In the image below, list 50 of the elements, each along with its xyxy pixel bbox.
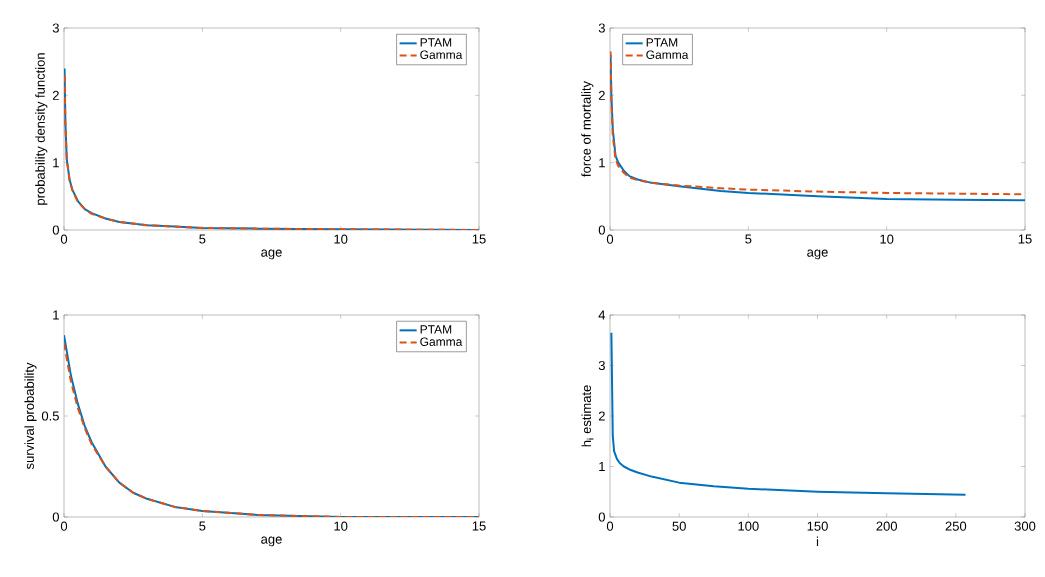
y-axis-title: h$_{i}$ estimate [581,385,594,447]
y-axis-title: survival probability [24,362,37,470]
x-tick-label: 300 [1014,521,1036,531]
y-tick-label: 1 [599,158,605,168]
legend-label: Gamma [646,50,689,59]
x-axis-title: age [807,249,828,260]
x-tick-label: 10 [880,234,894,244]
x-axis-title: age [261,249,282,260]
x-tick-label: 5 [745,234,752,244]
y-tick-label: 2 [52,90,59,100]
x-tick-label: 0 [60,521,68,531]
y-axis-title: probability density function [35,53,48,205]
x-tick-label: 10 [334,521,348,531]
x-tick-label: 0 [606,234,614,244]
x-tick-label: 15 [472,521,486,531]
y-tick-label: 0 [52,512,59,522]
x-tick-label: 15 [472,234,486,244]
x-tick-label: 100 [738,521,759,531]
legend-label: PTAM [420,325,452,334]
x-tick-label: 0 [606,521,614,531]
line-series [610,331,967,496]
x-tick-label: 10 [334,234,348,244]
x-tick-label: 50 [672,521,686,531]
legend-label: PTAM [646,38,678,47]
y-tick-label: 0 [598,512,605,522]
y-tick-label: 4 [598,310,606,320]
x-tick-label: 5 [199,521,206,531]
x-tick-label: 150 [807,521,828,531]
x-tick-label: 200 [876,521,898,531]
y-axis-title: force of mortality [581,80,594,177]
legend-label: Gamma [420,337,463,346]
x-tick-label: 250 [945,521,967,531]
y-tick-label: 1 [53,310,59,320]
x-axis-title: i [816,536,819,547]
y-tick-label: 2 [598,90,605,100]
y-tick-label: 0.5 [41,411,59,421]
y-tick-label: 0 [598,225,605,235]
x-tick-label: 5 [199,234,206,244]
y-tick-label: 3 [52,23,59,33]
y-tick-label: 3 [598,23,605,33]
x-tick-label: 15 [1018,234,1032,244]
y-tick-label: 2 [598,411,605,421]
x-tick-label: 0 [60,234,68,244]
x-axis-title: age [261,536,282,547]
legend-label: PTAM [420,38,452,47]
y-tick-label: 1 [599,462,605,471]
y-tick-label: 0 [52,225,59,235]
y-tick-label: 1 [53,158,59,168]
y-tick-label: 3 [598,360,605,371]
legend-label: Gamma [420,50,463,59]
